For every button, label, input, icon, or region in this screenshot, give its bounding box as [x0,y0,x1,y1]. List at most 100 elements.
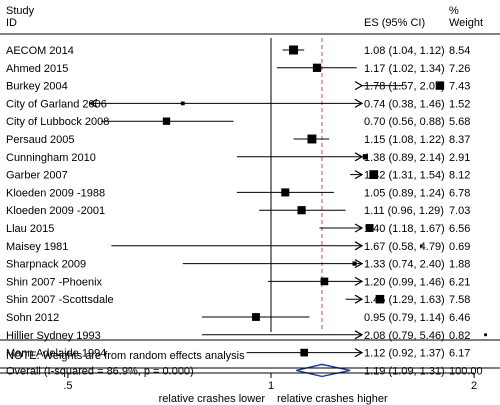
study-weight: 6.46 [449,312,470,324]
study-es-ci: 0.70 (0.56, 0.88) [364,116,445,128]
study-ci-arrow [354,170,364,180]
study-weight: 5.68 [449,116,470,128]
study-weight: 7.58 [449,294,470,306]
study-ci-arrow [354,348,364,358]
study-es-ci: 1.08 (1.04, 1.12) [364,45,445,57]
study-weight: 1.52 [449,98,470,110]
study-point-estimate [438,84,442,87]
weight-header-line2: Weight [449,17,483,29]
study-es-ci: 1.11 (0.96, 1.29) [364,205,444,217]
study-es-ci: 1.05 (0.89, 1.24) [364,187,445,199]
study-name: Cunningham 2010 [6,152,96,164]
study-weight: 7.43 [449,81,470,93]
study-name: Sohn 2012 [6,312,59,324]
es-header: ES (95% CI) [364,17,425,29]
study-point-estimate [353,262,356,265]
study-name: Sharpnack 2009 [6,259,86,271]
study-point-estimate [323,280,326,283]
study-weight: 0.69 [449,241,470,253]
study-name: Ahmed 2015 [6,63,68,75]
study-point-estimate [292,48,295,52]
study-es-ci: 0.74 (0.38, 1.46) [364,98,445,110]
study-name: Kloeden 2009 -1988 [6,187,105,199]
study-ci-arrow [354,223,364,233]
study-point-estimate [372,173,375,176]
study-es-ci: 1.67 (0.58, 4.79) [364,241,445,253]
study-name: City of Garland 2006 [6,98,107,110]
study-weight: 8.54 [449,45,470,57]
study-es-ci: 1.78 (1.57, 2.02) [364,81,445,93]
study-es-ci: 1.33 (0.74, 2.40) [364,259,445,271]
plot-area [270,38,323,332]
x-axis-label-lower: relative crashes lower [159,393,266,405]
x-axis-label-higher: relative crashes higher [277,393,388,405]
study-point-estimate [303,351,306,354]
study-header-line2: ID [6,17,17,29]
study-point-estimate [254,315,258,319]
study-weight: 7.03 [449,205,470,217]
study-point-estimate [315,66,319,70]
study-rows: AECOM 2014 1.08 (1.04, 1.12) 8.54 Ahmed 201… [6,45,487,377]
study-name: Shin 2007 -Phoenix [6,276,103,288]
study-weight: 1.88 [449,259,470,271]
study-weight: 6.17 [449,348,470,360]
study-name: Shin 2007 -Scottsdale [6,294,114,306]
study-weight: 8.12 [449,170,470,182]
study-ci-arrow [354,276,364,286]
overall-label: Overall (I-squared = 86.9%, p = 0.000) [6,365,194,377]
x-axis-tick-label: 2 [471,380,477,392]
study-ci-arrow [354,294,364,304]
study-header-line1: Study [6,5,35,17]
study-name: Maisey 1981 [6,241,68,253]
weight-header-line1: % [449,5,459,17]
study-name: Llau 2015 [6,223,54,235]
study-es-ci: 1.20 (0.99, 1.46) [364,276,445,288]
study-es-ci: 1.17 (1.02, 1.34) [364,63,445,75]
study-es-ci: 0.95 (0.79, 1.14) [364,312,445,324]
study-es-ci: 1.42 (1.31, 1.54) [364,170,445,182]
study-weight: 0.82 [449,330,470,342]
study-point-estimate [364,155,367,158]
study-ci-arrow [354,81,364,91]
overall-diamond [296,363,351,378]
study-name: City of Lubbock 2008 [6,116,109,128]
study-weight: 2.91 [449,152,470,164]
study-es-ci: 1.40 (1.18, 1.67) [364,223,445,235]
study-ci-arrow [354,241,364,251]
study-name: Kloeden 2009 -2001 [6,205,105,217]
study-point-estimate [181,102,184,105]
weights-note: NOTE: Weights are from random effects an… [6,350,245,362]
study-point-estimate [300,209,303,212]
x-axis-tick-label: 1 [268,380,274,392]
study-weight: 6.21 [449,276,470,288]
study-weight: 8.37 [449,134,470,146]
study-name: Burkey 2004 [6,81,68,93]
study-point-estimate [165,120,168,123]
study-es-ci: 1.45 (1.29, 1.63) [364,294,445,306]
study-es-ci: 1.12 (0.92, 1.37) [364,348,445,360]
study-point-estimate [284,191,287,194]
study-name: Persaud 2005 [6,134,75,146]
study-point-estimate [310,137,314,141]
study-es-ci: 1.38 (0.89, 2.14) [364,152,445,164]
study-point-estimate [484,333,487,336]
study-name: Garber 2007 [6,170,68,182]
study-name: AECOM 2014 [6,45,74,57]
study-ci-arrow [88,98,98,108]
study-weight: 7.26 [449,63,470,75]
study-ci-arrow [354,98,364,108]
x-axis-tick-label: .5 [63,380,72,392]
study-ci-arrow [354,330,364,340]
study-point-estimate [378,298,382,301]
study-ci-arrow [354,152,364,162]
overall-weight: 100.00 [449,365,483,377]
study-ci-arrow [354,259,364,269]
study-name: Hillier Sydney 1993 [6,330,101,342]
study-es-ci: 1.15 (1.08, 1.22) [364,134,445,146]
study-point-estimate [368,226,371,230]
study-name: Mann Adelaide 1994 [6,348,106,360]
study-point-estimate [420,244,423,247]
study-es-ci: 2.08 (0.79, 5.46) [364,330,445,342]
